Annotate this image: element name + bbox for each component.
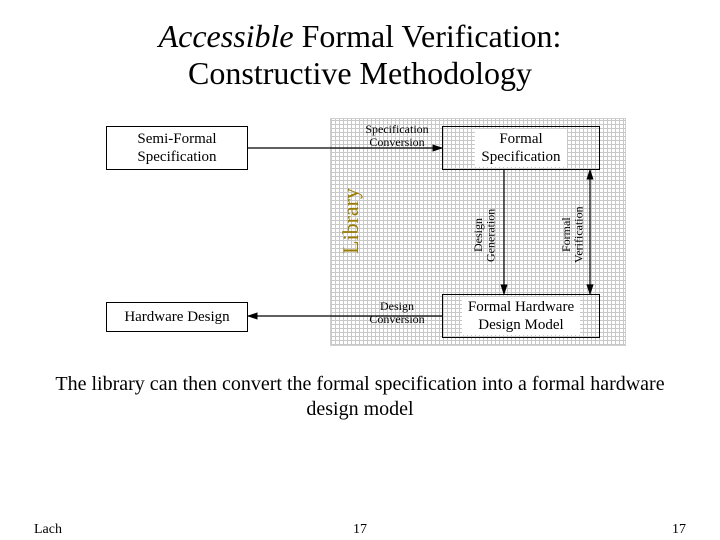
formal-spec-label: Formal Specification	[475, 129, 566, 167]
slide-title: Accessible Formal Verification: Construc…	[0, 18, 720, 92]
methodology-diagram: Semi-Formal Specification Formal Specific…	[106, 118, 626, 348]
design-gen-label: Design Generation	[472, 190, 497, 280]
formal-hw-model-box: Formal Hardware Design Model	[442, 294, 600, 338]
title-line1-rest: Formal Verification:	[294, 18, 562, 54]
footer-center: 17	[0, 522, 720, 538]
semi-formal-box: Semi-Formal Specification	[106, 126, 248, 170]
caption-text: The library can then convert the formal …	[40, 372, 680, 422]
slide: Accessible Formal Verification: Construc…	[0, 0, 720, 540]
formal-spec-box: Formal Specification	[442, 126, 600, 170]
formal-verif-label: Formal Verification	[560, 190, 585, 280]
library-label: Library	[338, 188, 364, 254]
spec-conv-label: Specification Conversion	[354, 123, 440, 148]
title-emphasis: Accessible	[159, 18, 294, 54]
formal-hw-model-label: Formal Hardware Design Model	[462, 297, 580, 335]
footer-right: 17	[672, 522, 686, 538]
hardware-design-box: Hardware Design	[106, 302, 248, 332]
title-line2: Constructive Methodology	[188, 55, 532, 91]
design-conv-label: Design Conversion	[354, 300, 440, 325]
